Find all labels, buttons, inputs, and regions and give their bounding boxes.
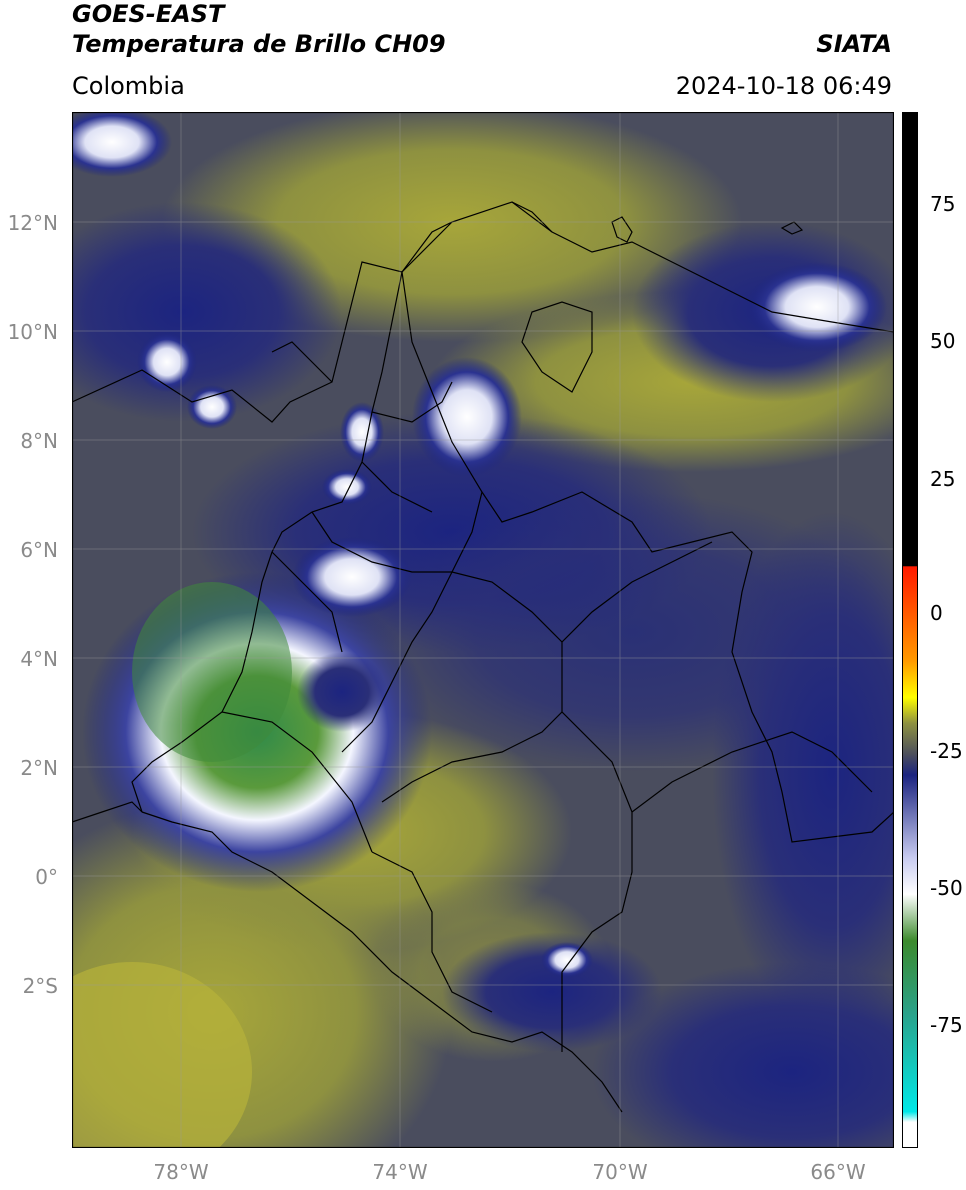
lat-tick-label: 6°N [20, 538, 58, 562]
colorbar-tick-label: 75 [930, 192, 956, 216]
timestamp-label: 2024-10-18 06:49 [675, 72, 892, 100]
satellite-map [0, 102, 966, 1190]
lat-tick-label: 10°N [7, 320, 58, 344]
satellite-title: GOES-EAST [72, 0, 225, 28]
lat-tick-label: 2°N [20, 756, 58, 780]
lat-tick-label: 2°S [22, 974, 58, 998]
lon-tick-label: 74°W [372, 1160, 428, 1184]
colorbar-tick-label: -25 [930, 739, 963, 763]
brand-label: SIATA [816, 30, 892, 58]
lat-tick-label: 8°N [20, 429, 58, 453]
temperature-colorbar [902, 112, 918, 1148]
lat-tick-label: 4°N [20, 647, 58, 671]
colorbar-tick-label: 25 [930, 467, 956, 491]
colorbar-tick-label: -50 [930, 876, 963, 900]
lat-tick-label: 12°N [7, 211, 58, 235]
lon-tick-label: 70°W [592, 1160, 648, 1184]
lat-tick-label: 0° [35, 865, 58, 889]
colorbar-tick-label: -75 [930, 1013, 963, 1037]
product-title: Temperatura de Brillo CH09 [72, 30, 446, 58]
colorbar-tick-label: 50 [930, 329, 956, 353]
colorbar-tick-label: 0 [930, 601, 943, 625]
region-label: Colombia [72, 72, 185, 100]
lon-tick-label: 78°W [153, 1160, 209, 1184]
lon-tick-label: 66°W [810, 1160, 866, 1184]
